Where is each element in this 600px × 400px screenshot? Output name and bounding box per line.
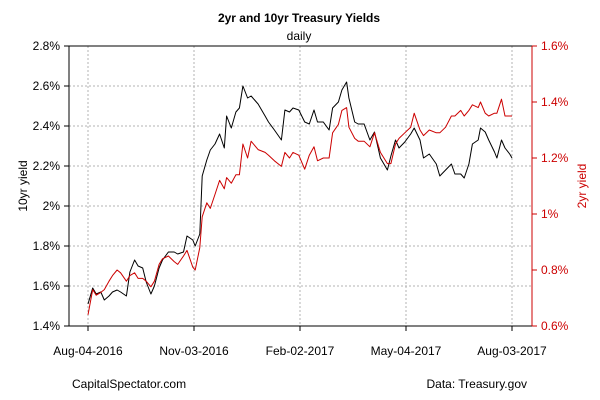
series-group xyxy=(87,81,513,315)
left-tick-label: 2.2% xyxy=(33,159,61,173)
right-tick-label: 1% xyxy=(541,207,559,221)
left-axis: 1.4% 1.6% 1.8% 2% 2.2% 2.4% 2.6% 2.8% xyxy=(33,39,70,333)
left-tick-label: 2.4% xyxy=(33,119,61,133)
footer-data-credit: Data: Treasury.gov xyxy=(427,377,528,391)
left-tick-label: 2.8% xyxy=(33,39,61,53)
right-tick-label: 1.6% xyxy=(541,39,569,53)
left-tick-label: 2% xyxy=(43,199,61,213)
left-axis-title: 10yr yield xyxy=(16,160,30,211)
series-2yr-line xyxy=(87,98,512,315)
chart-subtitle: daily xyxy=(287,29,312,43)
x-tick-label: May-04-2017 xyxy=(371,344,442,358)
x-tick-label: Feb-02-2017 xyxy=(266,344,335,358)
x-tick-label: Aug-03-2017 xyxy=(477,344,547,358)
left-tick-label: 2.6% xyxy=(33,79,61,93)
right-tick-label: 0.8% xyxy=(541,263,569,277)
grid xyxy=(69,45,532,327)
right-tick-label: 1.2% xyxy=(541,151,569,165)
x-tick-label: Aug-04-2016 xyxy=(53,344,123,358)
chart-title: 2yr and 10yr Treasury Yields xyxy=(218,11,380,25)
right-tick-label: 1.4% xyxy=(541,95,569,109)
left-tick-label: 1.8% xyxy=(33,239,61,253)
left-tick-label: 1.4% xyxy=(33,319,61,333)
right-tick-label: 0.6% xyxy=(541,319,569,333)
x-tick-label: Nov-03-2016 xyxy=(159,344,229,358)
right-axis: 0.6% 0.8% 1% 1.2% 1.4% 1.6% xyxy=(531,39,569,333)
series-10yr-line xyxy=(87,81,513,305)
x-axis: Aug-04-2016 Nov-03-2016 Feb-02-2017 May-04-… xyxy=(53,326,547,358)
footer-source-site: CapitalSpectator.com xyxy=(72,377,186,391)
left-tick-label: 1.6% xyxy=(33,279,61,293)
right-axis-title: 2yr yield xyxy=(575,164,589,209)
